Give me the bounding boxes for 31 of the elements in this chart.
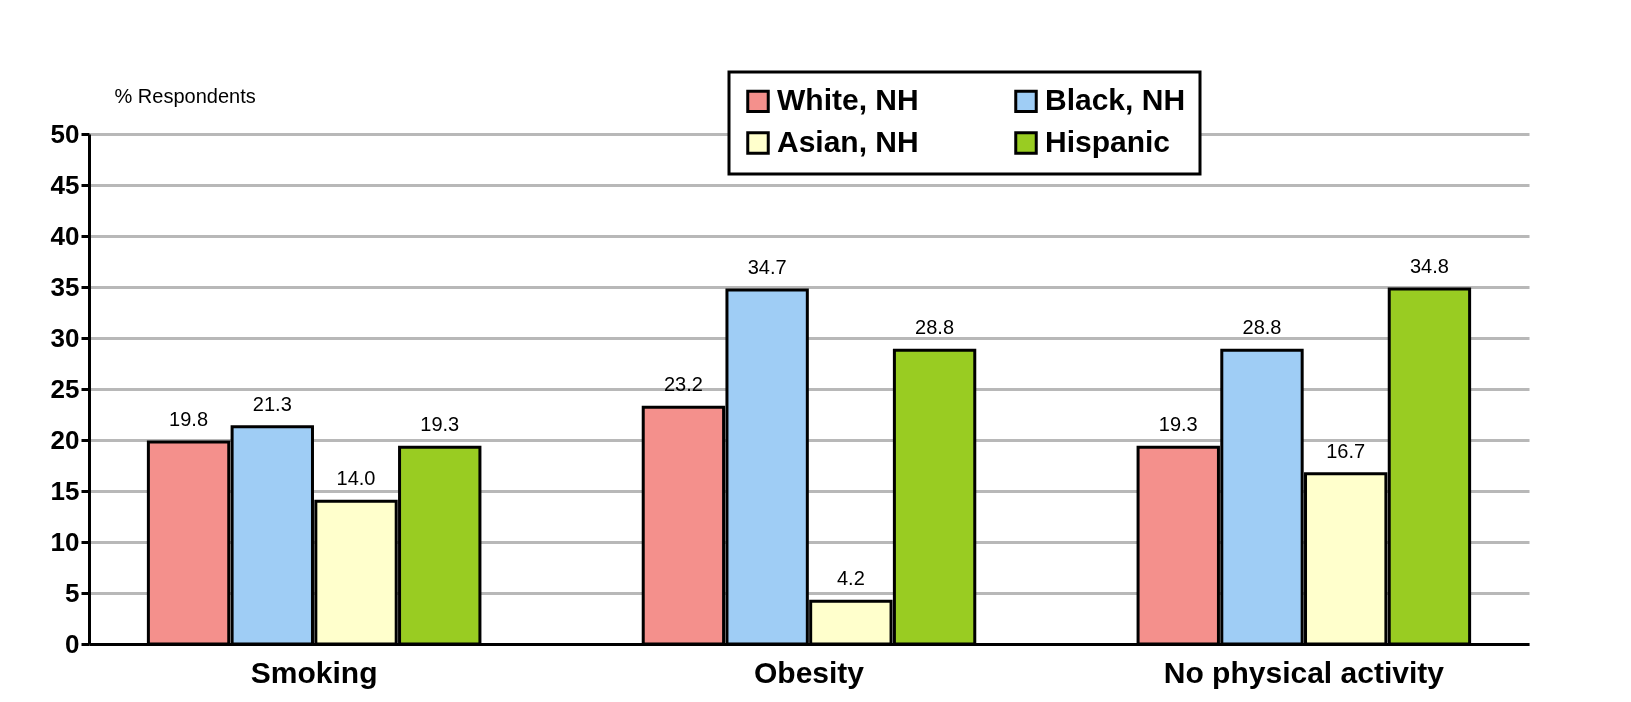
legend-label: Asian, NH: [777, 125, 919, 158]
y-tick-label: 50: [50, 118, 80, 149]
text: 28.8: [1242, 316, 1282, 339]
y-tick-label: 40: [50, 220, 80, 251]
legend-label: White, NH: [777, 83, 919, 117]
y-tick-label: 45: [50, 169, 80, 200]
y-tick-label: 25: [50, 373, 80, 404]
x-tick-label: Obesity: [753, 655, 865, 689]
y-tick-label: 0: [65, 628, 80, 659]
legend-label: Hispanic: [1045, 125, 1171, 158]
text: 34.7: [747, 256, 787, 279]
text: 4.2: [836, 567, 865, 590]
text: 23.2: [663, 373, 703, 396]
text: 19.3: [420, 413, 460, 436]
legend-label: Black, NH: [1045, 83, 1186, 117]
y-tick-label: 15: [50, 475, 80, 506]
text: 14.0: [336, 467, 376, 490]
y-tick-label: 10: [50, 526, 80, 557]
y-tick-label: 5: [65, 577, 80, 608]
text: 19.8: [169, 408, 209, 431]
text: 16.7: [1326, 439, 1366, 462]
text: 19.3: [1158, 413, 1198, 436]
text: 34.8: [1409, 255, 1449, 278]
y-tick-label: 30: [50, 322, 80, 353]
text: 28.8: [915, 316, 955, 339]
x-tick-label: Smoking: [250, 655, 378, 689]
text: 21.3: [252, 392, 292, 415]
x-tick-label: No physical activity: [1163, 655, 1445, 689]
y-tick-label: 20: [50, 424, 80, 455]
y-tick-label: 35: [50, 271, 80, 302]
y-axis-title: % Respondents: [114, 84, 256, 107]
